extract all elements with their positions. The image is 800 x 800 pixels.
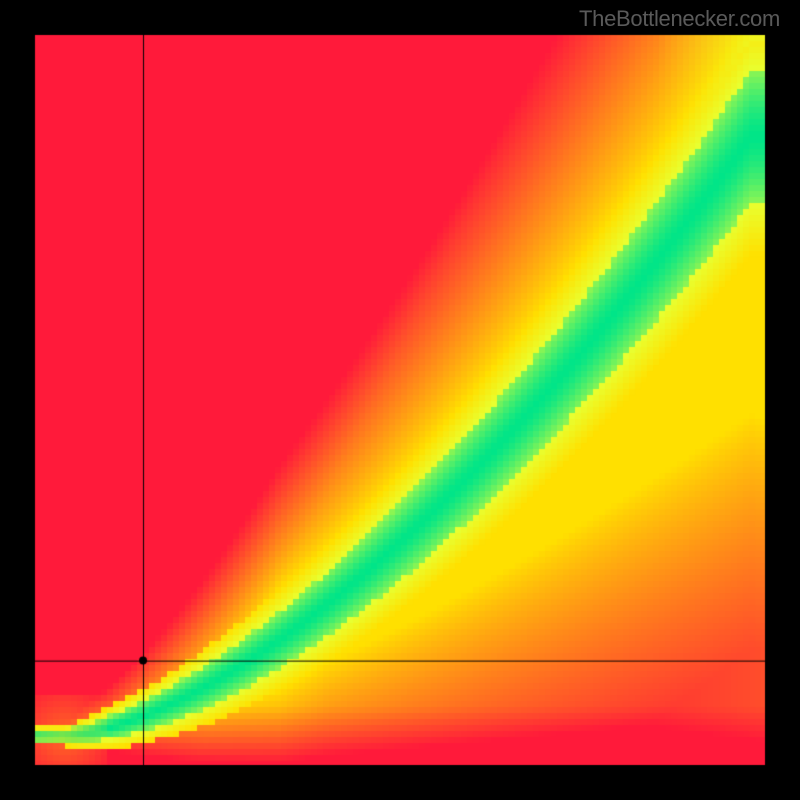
heatmap-canvas (0, 0, 800, 800)
chart-container: TheBottlenecker.com (0, 0, 800, 800)
watermark-text: TheBottlenecker.com (579, 6, 780, 32)
